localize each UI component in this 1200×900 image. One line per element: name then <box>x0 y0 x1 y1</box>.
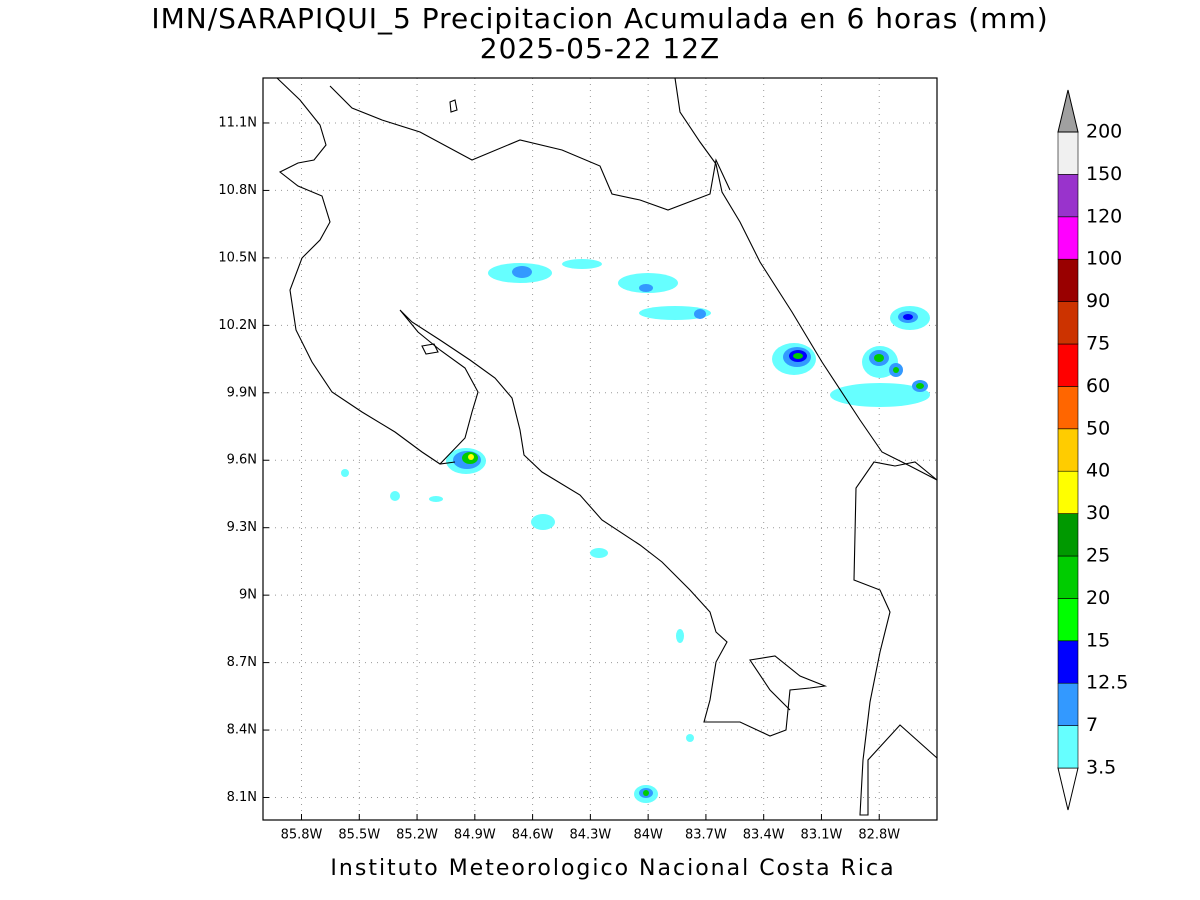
y-tick-label: 8.4N <box>227 723 257 738</box>
y-tick-label: 10.8N <box>218 183 257 198</box>
colorbar-box <box>1057 555 1079 599</box>
colorbar-label: 20 <box>1086 587 1110 609</box>
x-tick-label: 84.3W <box>569 828 611 843</box>
rain-area <box>562 259 602 269</box>
rain-area <box>618 273 678 293</box>
footer: Instituto Meteorologico Nacional Costa R… <box>330 856 895 881</box>
rain-area <box>531 514 555 530</box>
colorbar-label: 15 <box>1086 629 1110 651</box>
coastline <box>449 99 458 113</box>
rain-area <box>590 548 608 558</box>
rain-area <box>686 734 694 742</box>
colorbar: 3.5 7 12.5 15 20 25 30 40 50 60 75 90 100 120 150 200 <box>1057 89 1128 811</box>
x-tick-label: 85.8W <box>281 828 323 843</box>
rain-area <box>468 454 474 460</box>
x-tick-label: 84W <box>633 828 663 843</box>
x-tick-label: 83.1W <box>801 828 843 843</box>
rain-area <box>341 469 349 477</box>
rain-area <box>830 383 930 407</box>
colorbar-arrow-low <box>1057 767 1079 811</box>
y-tick-label: 10.5N <box>218 250 257 265</box>
y-tick-label: 10.2N <box>218 318 257 333</box>
y-tick-label: 9.3N <box>227 520 257 535</box>
rain-area <box>903 314 913 320</box>
colorbar-label: 60 <box>1086 375 1110 397</box>
colorbar-label: 90 <box>1086 290 1110 312</box>
coastlines <box>276 77 938 816</box>
y-tick-label: 9.9N <box>227 385 257 400</box>
rain-area <box>893 367 899 373</box>
colorbar-box <box>1057 640 1079 684</box>
y-tick-label: 9N <box>239 588 257 603</box>
subtitle: 2025-05-22 12Z <box>480 32 720 65</box>
y-tick-label: 8.1N <box>227 790 257 805</box>
colorbar-label: 25 <box>1086 545 1110 567</box>
rain-area <box>512 266 532 278</box>
colorbar-label: 120 <box>1086 205 1122 227</box>
map-frame <box>262 77 938 821</box>
colorbar-box <box>1057 131 1079 175</box>
colorbar-box <box>1057 174 1079 218</box>
colorbar-arrow-high <box>1057 89 1079 133</box>
x-tick-label: 85.2W <box>396 828 438 843</box>
colorbar-label: 12.5 <box>1086 672 1128 694</box>
colorbar-box <box>1057 428 1079 472</box>
colorbar-label: 3.5 <box>1086 757 1116 779</box>
colorbar-box <box>1057 598 1079 642</box>
rain-area <box>390 491 400 501</box>
colorbar-label: 75 <box>1086 333 1110 355</box>
coastline <box>276 77 456 465</box>
colorbar-box <box>1057 513 1079 557</box>
rain-area <box>429 496 443 502</box>
colorbar-label: 150 <box>1086 163 1122 185</box>
colorbar-label: 7 <box>1086 714 1098 736</box>
axes: 85.8W 85.5W 85.2W 84.9W 84.6W 84.3W 84W 83.7W 83… <box>218 115 900 842</box>
y-tick-label: 11.1N <box>218 115 257 130</box>
rain-area <box>639 284 653 292</box>
colorbar-box <box>1057 682 1079 726</box>
rain-area <box>916 383 924 389</box>
x-tick-label: 84.9W <box>454 828 496 843</box>
title: IMN/SARAPIQUI_5 Precipitacion Acumulada … <box>151 2 1048 35</box>
colorbar-box <box>1057 258 1079 302</box>
coastline <box>421 343 439 355</box>
coastline <box>329 85 731 211</box>
rain-area <box>793 353 803 359</box>
colorbar-label: 200 <box>1086 121 1122 143</box>
rain-area <box>643 790 649 796</box>
colorbar-label: 40 <box>1086 460 1110 482</box>
x-tick-label: 82.8W <box>858 828 900 843</box>
y-tick-label: 8.7N <box>227 655 257 670</box>
colorbar-box <box>1057 216 1079 260</box>
coastline <box>399 309 828 737</box>
coastline <box>853 461 938 816</box>
x-tick-label: 83.4W <box>743 828 785 843</box>
x-tick-label: 83.7W <box>685 828 727 843</box>
colorbar-box <box>1057 386 1079 430</box>
colorbar-label: 30 <box>1086 502 1110 524</box>
grid <box>263 78 937 820</box>
colorbar-box <box>1057 470 1079 514</box>
x-tick-label: 84.6W <box>512 828 554 843</box>
x-tick-label: 85.5W <box>338 828 380 843</box>
rain-area <box>639 306 711 320</box>
coastline <box>674 77 938 481</box>
colorbar-box <box>1057 343 1079 387</box>
colorbar-label: 50 <box>1086 417 1110 439</box>
colorbar-box <box>1057 301 1079 345</box>
colorbar-label: 100 <box>1086 248 1122 270</box>
rain-area <box>676 629 684 643</box>
rain-area <box>694 309 706 319</box>
rain-area <box>874 354 884 362</box>
precipitation <box>341 259 930 803</box>
y-tick-label: 9.6N <box>227 453 257 468</box>
colorbar-box <box>1057 725 1079 769</box>
